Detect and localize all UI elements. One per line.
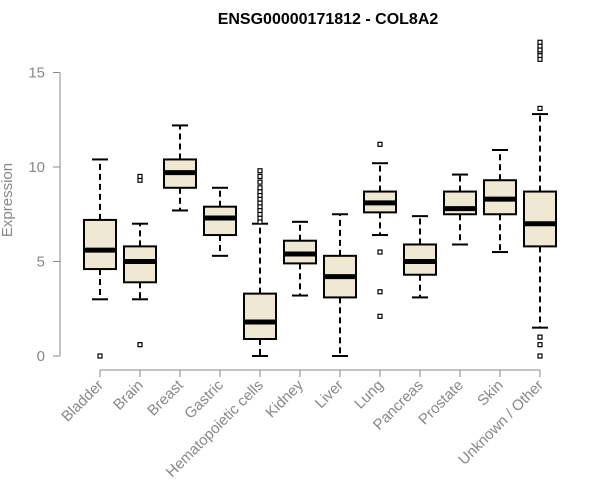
- box-iqr: [123, 245, 157, 284]
- x-tick-label: Kidney: [262, 376, 307, 421]
- outlier-point: [257, 185, 263, 191]
- x-tick-label: Breast: [144, 376, 187, 419]
- outlier-point: [377, 249, 383, 255]
- outlier-point: [537, 105, 543, 112]
- box-pancreas: [403, 215, 437, 299]
- box-skin: [483, 148, 517, 254]
- outlier-point: [257, 173, 263, 180]
- outlier-point: [377, 313, 383, 319]
- x-tick-label: Skin: [474, 377, 507, 410]
- y-tick-label: 15: [28, 65, 45, 82]
- outlier-point: [137, 173, 143, 180]
- outlier-point: [377, 289, 383, 295]
- outlier-point: [137, 342, 143, 348]
- x-tick-label: Prostate: [415, 377, 467, 429]
- outlier-point: [97, 353, 103, 359]
- box-kidney: [283, 220, 317, 297]
- box-iqr: [243, 292, 277, 340]
- box-breast: [163, 124, 197, 212]
- box-prostate: [443, 173, 477, 246]
- outlier-point: [537, 39, 543, 45]
- outlier-point: [537, 342, 543, 348]
- box-iqr: [203, 205, 237, 237]
- y-tick-label: 5: [37, 254, 45, 271]
- x-tick-label: Liver: [312, 377, 347, 412]
- outlier-point: [537, 334, 543, 340]
- box-unknown-other: [523, 39, 557, 359]
- y-tick-label: 0: [37, 348, 45, 365]
- outlier-point: [377, 141, 383, 147]
- y-tick-label: 10: [28, 159, 45, 176]
- box-iqr: [83, 218, 117, 271]
- box-brain: [123, 173, 157, 348]
- x-tick-label: Brain: [110, 377, 147, 414]
- outlier-point: [257, 168, 263, 174]
- box-hematopoietic-cells: [243, 168, 277, 357]
- box-iqr: [523, 190, 557, 248]
- x-tick-label: Bladder: [58, 377, 107, 426]
- plot-area: [83, 39, 557, 359]
- box-bladder: [83, 158, 117, 359]
- y-axis-label: Expression: [0, 163, 16, 237]
- box-lung: [363, 141, 397, 319]
- outlier-point: [257, 179, 263, 185]
- chart-title: ENSG00000171812 - COL8A2: [218, 11, 439, 28]
- box-liver: [323, 213, 357, 357]
- outlier-point: [537, 353, 543, 359]
- x-tick-label: Lung: [351, 377, 387, 413]
- box-gastric: [203, 186, 237, 257]
